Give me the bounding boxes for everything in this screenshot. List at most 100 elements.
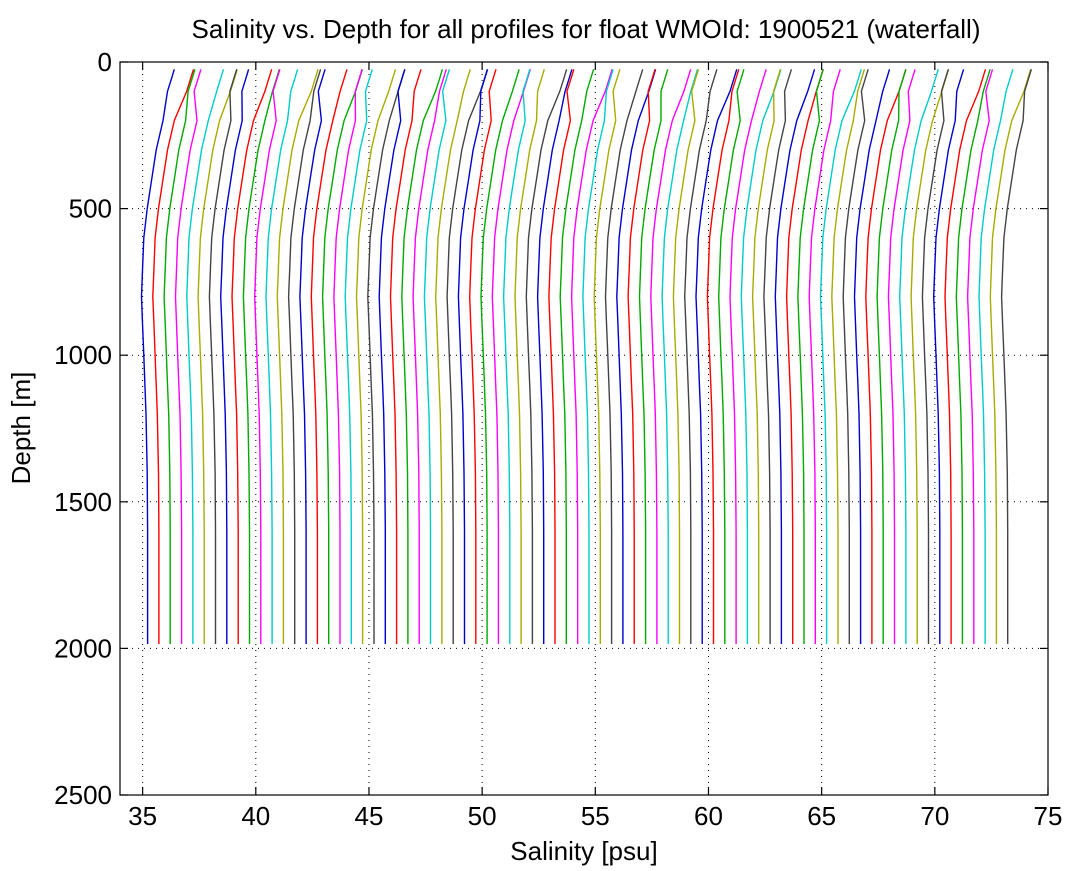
chart-title: Salinity vs. Depth for all profiles for … [192, 14, 981, 44]
y-axis-label: Depth [m] [6, 372, 36, 485]
salinity-profile-line [559, 69, 595, 644]
salinity-profile-line [978, 69, 1014, 644]
salinity-profile-line [774, 69, 816, 644]
salinity-profile-line [966, 69, 994, 644]
salinity-profile-line [604, 69, 644, 644]
x-tick-label: 50 [468, 801, 497, 831]
y-tick-labels: 0 500 1000 1500 2000 2500 [54, 47, 112, 810]
salinity-profile-line [186, 69, 225, 644]
salinity-profile-line [763, 69, 793, 644]
salinity-profile-line [208, 69, 238, 644]
salinity-profile-line [276, 69, 319, 644]
salinity-profile-line [231, 69, 273, 644]
x-tick-labels: 35 40 45 50 55 60 65 70 75 [128, 801, 1062, 831]
salinity-profile-line [468, 69, 497, 644]
salinity-profile-line [638, 69, 669, 644]
y-tick-label: 2000 [54, 633, 112, 663]
x-tick-label: 60 [694, 801, 723, 831]
salinity-profile-line [536, 69, 573, 644]
salinity-profile-line [683, 69, 718, 644]
salinity-profile-line [253, 69, 281, 644]
salinity-profile-line [389, 69, 422, 644]
salinity-profile-line [944, 69, 987, 644]
salinity-profile-line [785, 69, 824, 644]
axis-ticks [120, 61, 1049, 796]
x-axis-label: Salinity [psu] [510, 836, 657, 866]
salinity-profile-line [480, 69, 520, 644]
salinity-profile-line [502, 69, 531, 644]
salinity-profile-line [219, 69, 250, 644]
salinity-profile-line [650, 69, 692, 644]
y-tick-label: 1000 [54, 340, 112, 370]
salinity-profile-line [265, 69, 299, 644]
salinity-profile-line [378, 69, 406, 644]
salinity-profile-line [842, 69, 869, 644]
salinity-profile-line [367, 69, 406, 644]
salinity-profile-line [921, 69, 949, 644]
salinity-profile-line [310, 69, 348, 644]
salinity-profile-line [333, 69, 363, 644]
salinity-profile-line [989, 69, 1032, 644]
y-tick-label: 2500 [54, 780, 112, 810]
x-tick-label: 70 [920, 801, 949, 831]
x-tick-label: 40 [241, 801, 270, 831]
salinity-profile-line [831, 69, 866, 644]
salinity-profile-line [163, 69, 196, 644]
salinity-profile-line [910, 69, 950, 644]
salinity-profile-line [865, 69, 907, 644]
salinity-profile-line [717, 69, 745, 644]
x-tick-label: 45 [355, 801, 384, 831]
salinity-profile-line [242, 69, 280, 644]
salinity-profile-line [457, 69, 489, 644]
salinity-profile-line [955, 69, 991, 644]
salinity-profile-line [819, 69, 862, 644]
salinity-profile-line [140, 69, 175, 644]
salinity-profile-line [932, 69, 965, 644]
salinity-profile-line [197, 69, 238, 644]
y-tick-label: 1500 [54, 487, 112, 517]
plot-frame [119, 61, 1049, 796]
x-tick-label: 55 [581, 801, 610, 831]
salinity-profile-line [446, 69, 488, 644]
salinity-profile-line [627, 69, 656, 644]
salinity-profile-line [729, 69, 767, 644]
salinity-profile-line [808, 69, 841, 644]
salinity-profile-line [491, 69, 531, 644]
salinity-profile-line [299, 69, 326, 644]
salinity-profile-line [695, 69, 738, 644]
salinity-profile-line [898, 69, 939, 644]
salinity-profile-line [876, 69, 907, 644]
x-tick-label: 35 [128, 801, 157, 831]
salinity-profile-line [321, 69, 364, 644]
salinity-profile-line [616, 69, 657, 644]
salinity-profile-line [525, 69, 568, 644]
salinity-profile-line [797, 69, 824, 644]
salinity-profile-line [570, 69, 613, 644]
salinity-profile-line [853, 69, 891, 644]
salinity-profile-line [344, 69, 373, 644]
salinity-profile-line [434, 69, 471, 644]
salinity-profile-line [706, 69, 740, 644]
salinity-profile-line [672, 69, 700, 644]
salinity-profile-line [152, 69, 195, 644]
salinity-profile-line [287, 69, 322, 644]
salinity-profile-line [401, 69, 444, 644]
salinity-profile-line [751, 69, 782, 644]
salinity-profile-line [423, 69, 451, 644]
salinity-profile-line [1000, 69, 1033, 644]
grid-lines [120, 62, 1048, 795]
salinity-profile-line [661, 69, 699, 644]
salinity-profile-line [174, 69, 202, 644]
y-tick-label: 500 [69, 194, 112, 224]
y-tick-label: 0 [98, 47, 112, 77]
salinity-profile-line [412, 69, 447, 644]
salinity-profile-line [548, 69, 575, 644]
salinity-profile-line [355, 69, 397, 644]
x-tick-label: 75 [1034, 801, 1063, 831]
salinity-profile-line [740, 69, 782, 644]
x-tick-label: 65 [807, 801, 836, 831]
salinity-profile-line [887, 69, 916, 644]
salinity-profile-line [593, 69, 621, 644]
profile-lines [140, 69, 1033, 644]
salinity-profile-line [582, 69, 614, 644]
